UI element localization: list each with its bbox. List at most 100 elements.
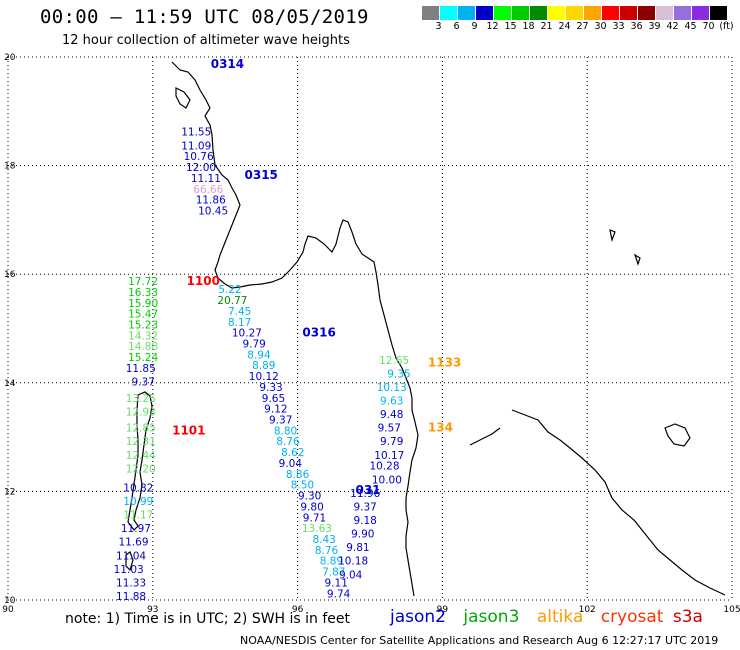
scale-label: 42 (666, 21, 679, 32)
lon-tick-label: 96 (292, 605, 304, 615)
wave-height-label: 10.82 (123, 482, 153, 494)
wave-height-label: 11.11 (191, 173, 221, 185)
wave-height-label: 7.45 (228, 306, 251, 318)
wave-height-label: 9.37 (131, 377, 154, 389)
scale-label: (ft) (719, 21, 734, 32)
scale-swatch (440, 6, 458, 20)
lat-tick-label: 18 (4, 162, 16, 172)
scale-label: 24 (558, 21, 571, 32)
wave-height-label: 12.93 (126, 406, 156, 418)
wave-height-label: 12.65 (379, 355, 409, 367)
wave-height-label: 15.24 (128, 352, 158, 364)
wave-height-label: 8.89 (252, 360, 275, 372)
scale-label: 21 (540, 21, 553, 32)
wave-height-label: 9.33 (259, 382, 282, 394)
scale-swatch (476, 6, 494, 20)
wave-height-label: 11.17 (123, 510, 153, 522)
map-subtitle: 12 hour collection of altimeter wave hei… (62, 33, 350, 48)
legend-cryosat: cryosat (600, 607, 664, 627)
wave-height-label: 9.37 (353, 501, 376, 513)
wave-height-label: 10.17 (374, 450, 404, 462)
pass-id-label: 0316 (302, 326, 335, 340)
wave-height-label: 20.77 (217, 295, 247, 307)
scale-swatch (638, 6, 656, 20)
lon-tick-label: 99 (437, 605, 449, 615)
wave-height-label: 11.86 (196, 195, 226, 207)
wave-height-label: 8.62 (281, 447, 304, 459)
footer-credit: NOAA/NESDIS Center for Satellite Applica… (240, 634, 719, 647)
scale-label: 30 (594, 21, 607, 32)
wave-height-label: 10.27 (232, 328, 262, 340)
scale-label: 3 (435, 21, 442, 32)
wave-height-label: 13.63 (302, 523, 332, 535)
pass-id-label: 0314 (211, 57, 244, 71)
satellite-legend: jason2 jason3 altika cryosat s3a (390, 607, 715, 627)
wave-height-label: 9.48 (380, 409, 403, 421)
wave-height-label: 9.90 (351, 529, 374, 541)
wave-height-label: 12.85 (126, 423, 156, 435)
legend-altika: altika (536, 607, 584, 627)
wave-height-label: 12.00 (186, 162, 216, 174)
coastline (125, 61, 726, 597)
wave-height-label: 11.04 (116, 550, 146, 562)
wave-height-label: 9.71 (303, 512, 326, 524)
scale-label: 45 (684, 21, 697, 32)
axis-tick-labels: 90 93 96 99 102 105 20 18 16 14 12 10 (2, 53, 740, 615)
scale-label: 39 (648, 21, 661, 32)
scale-swatch (602, 6, 620, 20)
wave-height-label: 8.86 (286, 469, 310, 481)
wave-height-label: 9.65 (262, 393, 285, 405)
legend-jason3: jason3 (463, 607, 520, 627)
map-grid (7, 56, 733, 601)
wave-height-label: 9.80 (300, 501, 323, 513)
scale-swatch (458, 6, 476, 20)
wave-height-label: 9.18 (353, 515, 376, 527)
wave-height-label: 10.00 (372, 474, 402, 486)
scale-label: 18 (522, 21, 535, 32)
pass-labels: 0314 0315 0316 031 1100 1101 1133 134 (172, 57, 461, 497)
lat-tick-label: 12 (4, 487, 15, 497)
legend-jason2: jason2 (390, 607, 446, 627)
lon-tick-label: 105 (723, 605, 740, 615)
pass-id-label: 134 (428, 421, 453, 435)
scale-swatch (566, 6, 584, 20)
wave-height-label: 9.11 (325, 577, 348, 589)
pass-id-label: 1133 (428, 356, 461, 370)
wave-height-label: 8.94 (247, 349, 271, 361)
lat-tick-label: 16 (4, 270, 16, 280)
lon-tick-label: 102 (579, 605, 596, 615)
wave-height-label: 7.87 (322, 567, 345, 579)
wave-height-label: 11.96 (350, 488, 380, 500)
wave-height-label: 9.30 (298, 491, 321, 503)
wave-height-label: 8.89 (320, 556, 343, 568)
wave-height-label: 8.17 (228, 317, 251, 329)
pass-id-label: 1100 (187, 274, 220, 288)
wave-height-label: 17.72 (128, 276, 158, 288)
lon-tick-label: 90 (2, 605, 14, 615)
scale-label: 15 (504, 21, 517, 32)
legend-s3a: s3a (672, 607, 703, 627)
scale-label: 36 (630, 21, 643, 32)
wave-height-label: 12.44 (126, 450, 156, 462)
wave-height-label: 8.80 (274, 425, 297, 437)
scale-label: 70 (702, 21, 715, 32)
scale-label: 6 (453, 21, 460, 32)
wave-height-label: 14.88 (128, 341, 158, 353)
wave-height-label: 8.50 (291, 480, 314, 492)
wave-height-label: 9.12 (264, 404, 287, 416)
wave-height-label: 11.33 (116, 577, 146, 589)
pass-id-label: 1101 (172, 423, 205, 437)
wave-height-label: 9.37 (269, 415, 292, 427)
wave-height-label: 9.79 (380, 436, 403, 448)
wave-height-label: 66.66 (193, 184, 223, 196)
wave-height-label: 8.76 (315, 545, 339, 557)
scale-swatch (422, 6, 440, 20)
footer-note: note: 1) Time is in UTC; 2) SWH is in fe… (65, 611, 351, 627)
scale-label: 9 (471, 21, 478, 32)
wave-height-label: 10.12 (249, 371, 279, 383)
wave-height-label: 9.57 (378, 423, 401, 435)
wave-height-label: 11.97 (121, 523, 151, 535)
scale-label: 12 (486, 21, 499, 32)
wave-height-label: 11.88 (116, 591, 146, 603)
wave-height-label: 13.25 (126, 393, 156, 405)
